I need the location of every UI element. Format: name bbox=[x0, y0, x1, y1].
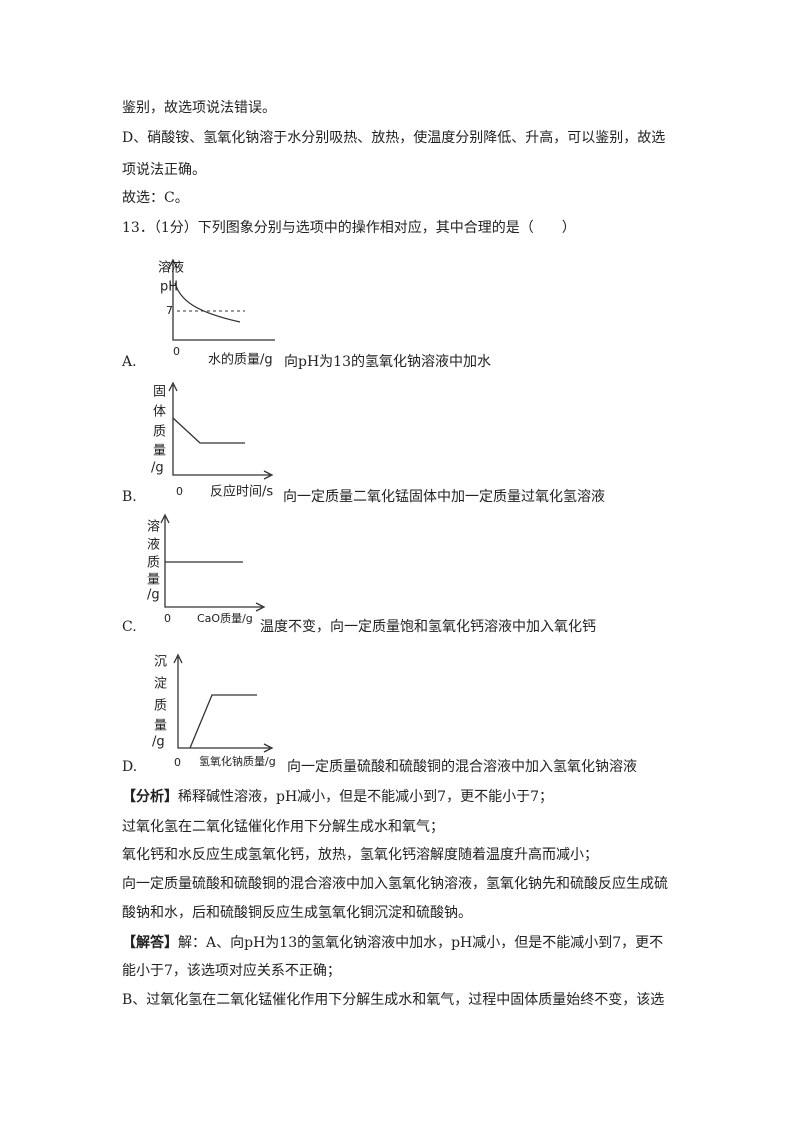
graph-x-label: 反应时间/s bbox=[210, 484, 273, 500]
graph-y-label: pH bbox=[160, 280, 178, 295]
option-text: 向一定质量硫酸和硫酸铜的混合溶液中加入氢氧化钠溶液 bbox=[287, 759, 637, 775]
option-text: 温度不变，向一定质量饱和氢氧化钙溶液中加入氧化钙 bbox=[260, 619, 596, 635]
option-letter: D. bbox=[122, 759, 137, 775]
analysis-line: 过氧化氢在二氧化锰催化作用下分解生成水和氧气； bbox=[122, 819, 444, 835]
graph-y-label: 质 bbox=[154, 699, 167, 714]
graph-y-label: 量 bbox=[154, 719, 167, 734]
graph-a-shapes bbox=[168, 258, 275, 341]
text-line: 鉴别，故选项说法错误。 bbox=[122, 100, 276, 116]
solution-line: B、过氧化氢在二氧化锰催化作用下分解生成水和氧气，过程中固体质量始终不变，该选 bbox=[122, 992, 664, 1008]
solution-line: 能小于7，该选项对应关系不正确； bbox=[122, 962, 341, 979]
analysis-line: 向一定质量硫酸和硫酸铜的混合溶液中加入氢氧化钠溶液，氢氧化钠先和硫酸反应生成硫 bbox=[122, 875, 668, 892]
graph-y-label: /g bbox=[152, 735, 165, 750]
graph-y-label: 淀 bbox=[154, 677, 167, 692]
graph-y-label: 量 bbox=[153, 444, 166, 459]
graph-y-label: 固 bbox=[153, 385, 166, 400]
graph-y-label: 沉 bbox=[154, 655, 167, 670]
analysis-label: 【分析】 bbox=[122, 788, 178, 805]
option-letter: C. bbox=[122, 619, 137, 635]
graph-x-label: 氢氧化钠质量/g bbox=[199, 754, 276, 768]
solution-label: 【解答】 bbox=[122, 934, 178, 951]
option-text: 向pH为13的氢氧化钠溶液中加水 bbox=[284, 354, 491, 370]
graph-origin: 0 bbox=[176, 485, 183, 498]
analysis-line: 氧化钙和水反应生成氢氧化钙，放热，氢氧化钙溶解度随着温度升高而减小； bbox=[122, 846, 598, 863]
graph-y-label: 质 bbox=[153, 425, 166, 440]
graph-y-label: 体 bbox=[153, 405, 166, 420]
option-letter: A. bbox=[121, 354, 137, 370]
graph-b-shapes bbox=[168, 381, 274, 480]
analysis-line: 稀释碱性溶液，pH减小，但是不能减小到7，更不能小于7； bbox=[178, 789, 553, 805]
graph-origin: 0 bbox=[164, 612, 171, 625]
text-line: 故选：C。 bbox=[122, 190, 189, 206]
text-line: D、硝酸铵、氢氧化钠溶于水分别吸热、放热，使温度分别降低、升高，可以鉴别，故选 bbox=[122, 129, 665, 146]
graph-d-shapes bbox=[173, 653, 274, 753]
graph-y-label: 质 bbox=[147, 556, 160, 571]
option-letter: B. bbox=[122, 489, 137, 505]
graph-x-label: 水的质量/g bbox=[208, 352, 273, 368]
text-line: 项说法正确。 bbox=[122, 162, 206, 178]
graph-c-shapes bbox=[160, 513, 266, 612]
graph-tick: 7 bbox=[166, 304, 173, 317]
graph-x-label: CaO质量/g bbox=[197, 612, 253, 625]
graph-y-label: 量 bbox=[147, 573, 160, 588]
graph-y-label: /g bbox=[147, 588, 160, 603]
graph-y-label: 溶 bbox=[147, 520, 160, 535]
graph-origin: 0 bbox=[173, 345, 180, 358]
graph-y-label: /g bbox=[151, 461, 164, 476]
graph-origin: 0 bbox=[174, 756, 181, 769]
question-stem: 13．（1分）下列图象分别与选项中的操作相对应，其中合理的是（ ） bbox=[122, 219, 576, 236]
graph-y-label: 液 bbox=[147, 538, 160, 553]
analysis-line: 酸钠和水，后和硫酸铜反应生成氢氧化铜沉淀和硫酸钠。 bbox=[122, 904, 472, 921]
solution-line: 解：A、向pH为13的氢氧化钠溶液中加水，pH减小，但是不能减小到7，更不 bbox=[178, 935, 663, 951]
option-text: 向一定质量二氧化锰固体中加一定质量过氧化氢溶液 bbox=[283, 489, 605, 505]
graph-y-label: 溶液 bbox=[158, 261, 184, 276]
